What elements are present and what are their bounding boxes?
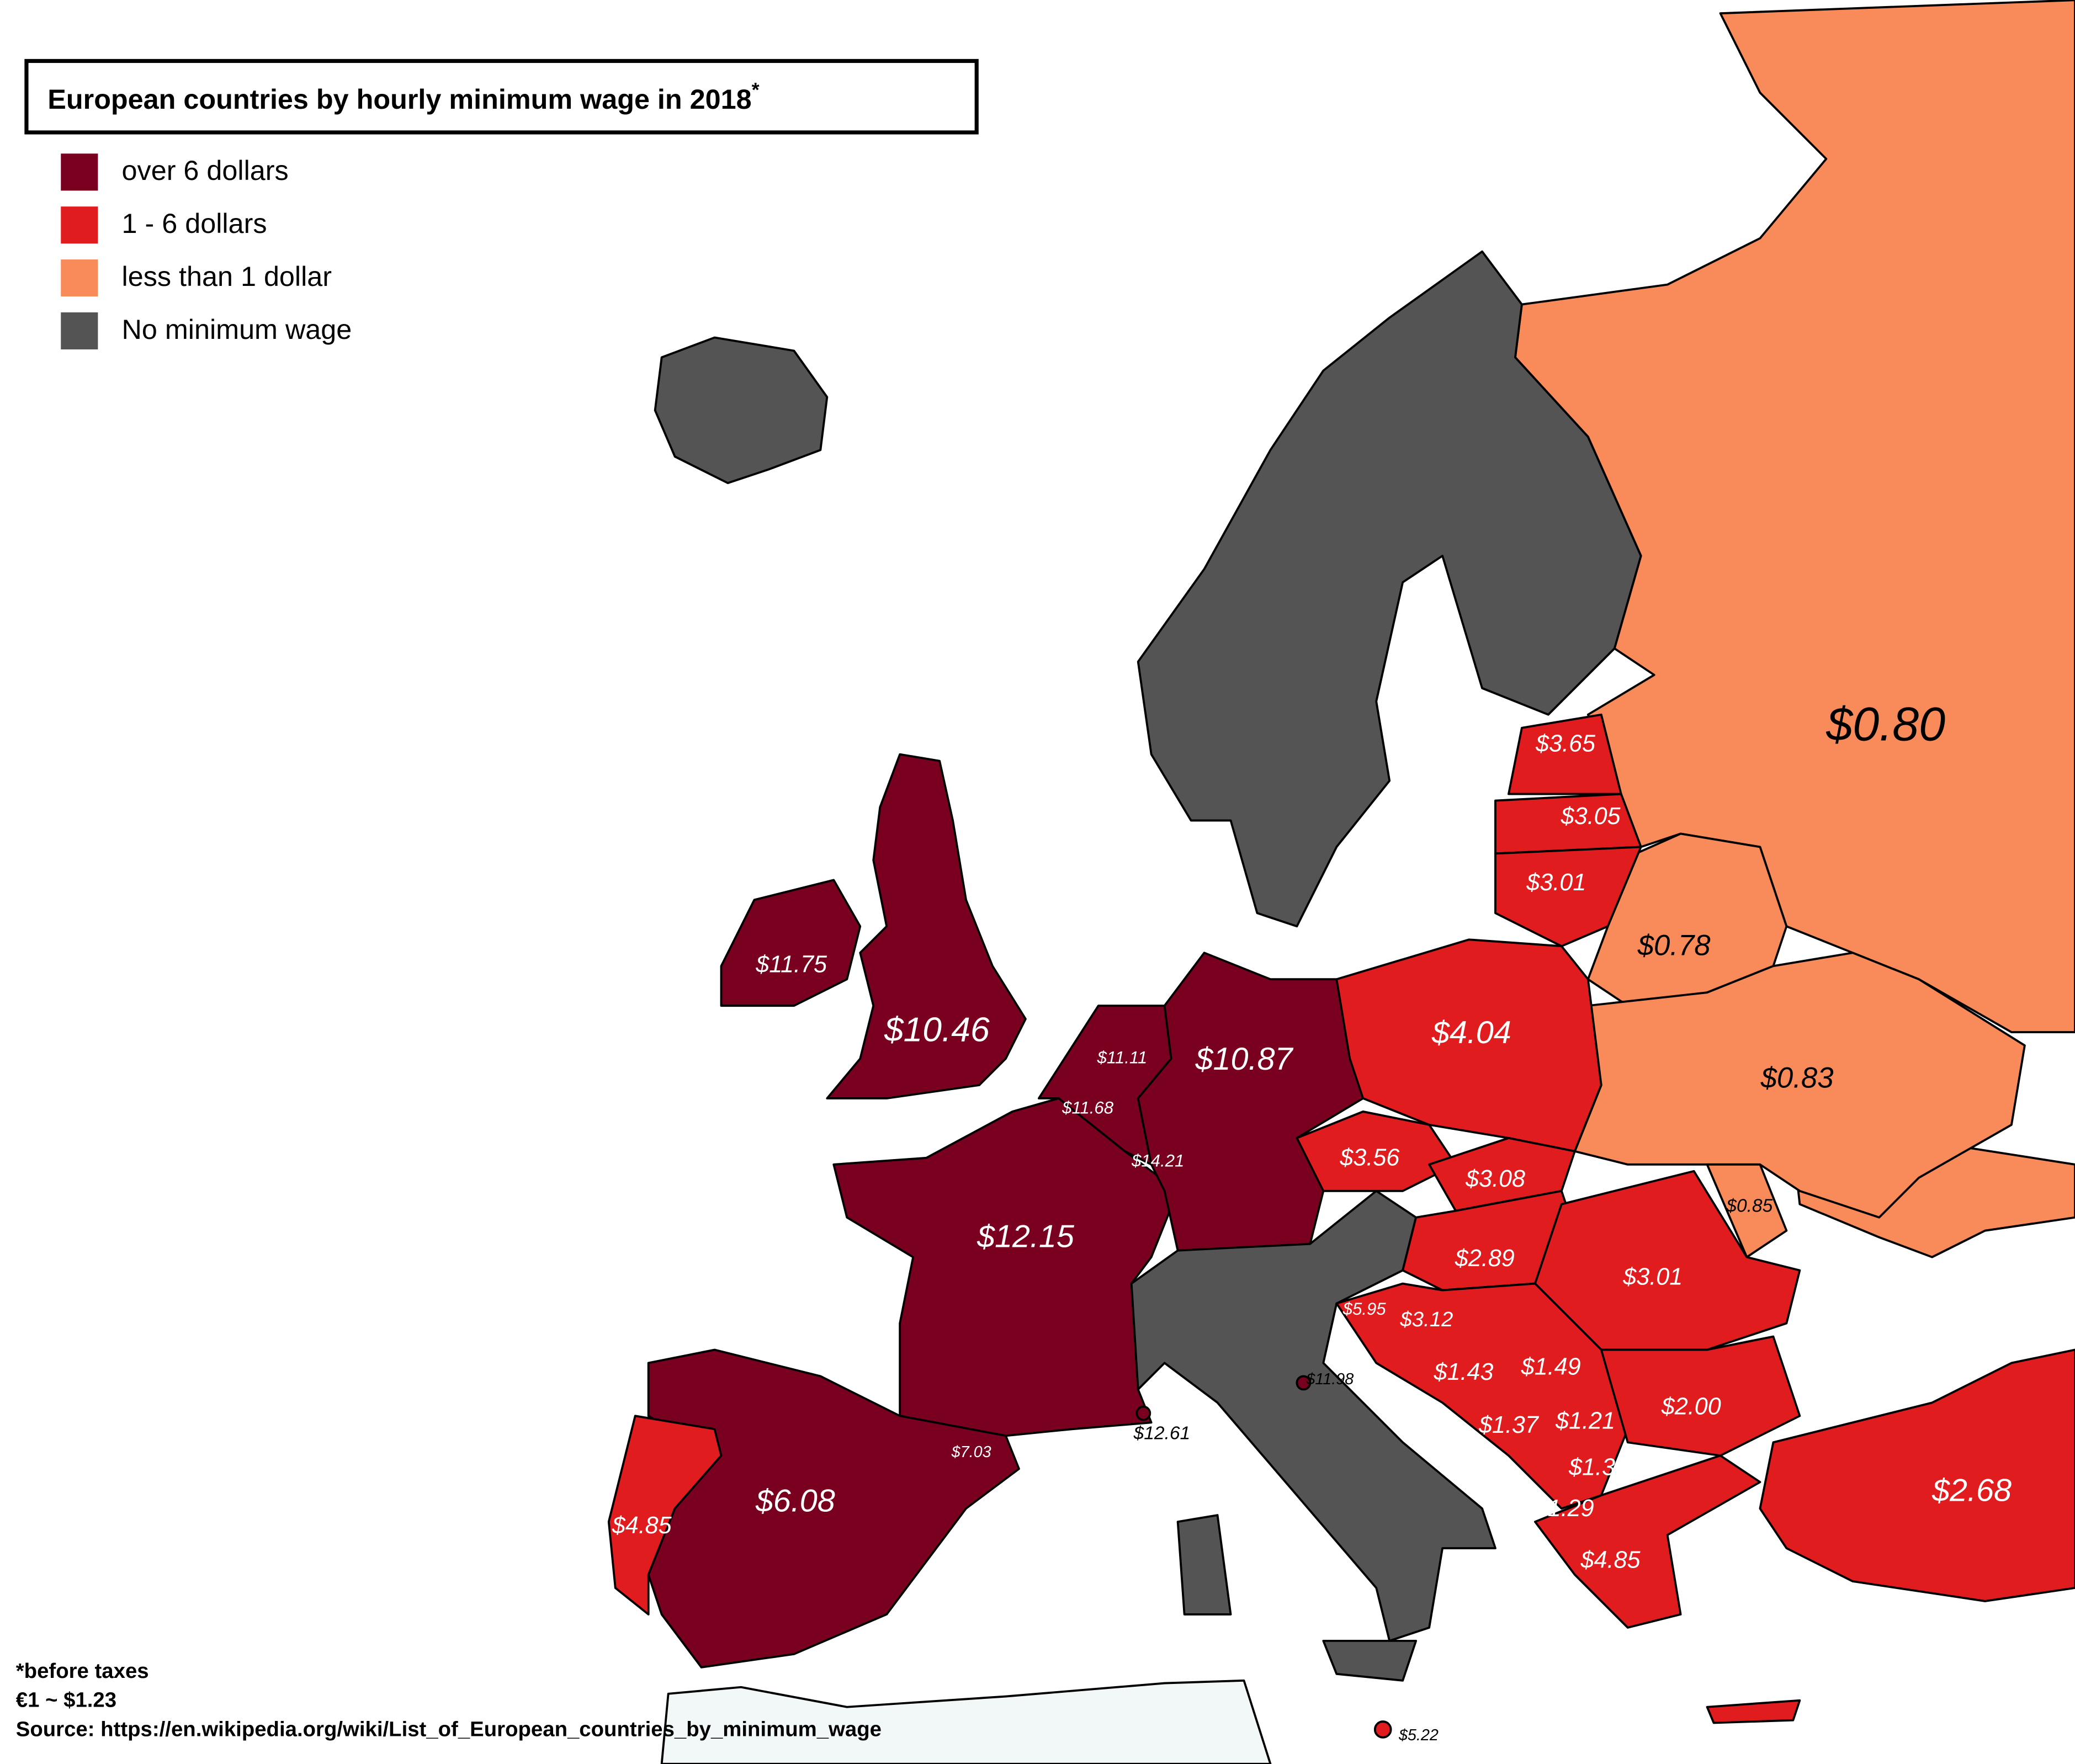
wage-label: $4.85 xyxy=(1580,1547,1641,1573)
ukraine xyxy=(1573,952,2026,1219)
title: European countries by hourly minimum wag… xyxy=(47,78,759,115)
footnotes: *before taxes €1 ~ $1.23 Source: https://e… xyxy=(16,1659,882,1741)
footnote: *before taxes xyxy=(16,1659,149,1683)
bulgaria xyxy=(1600,1335,1801,1457)
sicily xyxy=(1322,1639,1418,1682)
crete xyxy=(1706,1699,1801,1724)
wage-label: $7.03 xyxy=(951,1443,991,1461)
title-text: European countries by hourly minimum wag… xyxy=(47,83,751,115)
wage-label: $3.08 xyxy=(1465,1166,1525,1192)
wage-label: $5.95 xyxy=(1342,1299,1387,1319)
turkey xyxy=(1759,1348,2075,1602)
wage-label: $1.39 xyxy=(1568,1454,1628,1481)
wage-label: $2.00 xyxy=(1661,1393,1721,1420)
legend-swatch xyxy=(61,153,98,191)
wage-label: $12.61 xyxy=(1133,1423,1191,1444)
wage-label: $11.75 xyxy=(755,952,827,978)
ireland xyxy=(720,879,862,1007)
legend-swatch xyxy=(61,259,98,297)
san-marino xyxy=(1296,1375,1312,1391)
wage-label: $10.87 xyxy=(1195,1042,1294,1077)
wage-label: $0.80 xyxy=(1825,698,1945,751)
wage-label: $0.85 xyxy=(1726,1196,1772,1216)
uk xyxy=(826,753,1027,1099)
wage-label: $1.43 xyxy=(1433,1359,1493,1385)
germany xyxy=(1137,952,1365,1252)
footnote: €1 ~ $1.23 xyxy=(16,1688,116,1712)
legend-label: less than 1 dollar xyxy=(122,261,332,292)
footnote: Source: https://en.wikipedia.org/wiki/Li… xyxy=(16,1717,882,1741)
lithuania xyxy=(1494,846,1642,948)
wage-label: $6.08 xyxy=(755,1484,835,1519)
legend-swatch xyxy=(61,312,98,350)
africa xyxy=(660,1679,1272,1764)
wage-label: $12.15 xyxy=(977,1219,1075,1254)
iceland xyxy=(654,336,829,485)
wage-label: $2.68 xyxy=(1931,1473,2012,1508)
wage-label: $2.89 xyxy=(1455,1245,1515,1272)
greece xyxy=(1533,1454,1761,1629)
sardinia xyxy=(1176,1514,1232,1616)
malta xyxy=(1373,1720,1392,1739)
wage-label: $4.04 xyxy=(1431,1015,1511,1050)
wage-label: $3.12 xyxy=(1399,1308,1453,1331)
balkans xyxy=(1335,1282,1629,1510)
wage-label: $4.85 xyxy=(612,1512,672,1539)
italy-alps xyxy=(1130,1189,1496,1642)
wage-label: $3.65 xyxy=(1535,730,1596,757)
title-box xyxy=(24,59,979,135)
wage-label: $1.49 xyxy=(1521,1353,1581,1380)
wage-labels: $0.80 $3.65 $3.05 $3.01 $0.78 $4.04 $0.83 $11.7… xyxy=(612,698,2012,1745)
wage-label: $5.22 xyxy=(1398,1726,1439,1744)
title-mark: * xyxy=(752,78,760,101)
wage-label: $3.05 xyxy=(1561,803,1621,830)
wage-label: $3.01 xyxy=(1622,1263,1683,1290)
legend-label: 1 - 6 dollars xyxy=(122,208,267,239)
slovakia xyxy=(1428,1136,1576,1212)
countries xyxy=(607,0,2075,1764)
wage-label: $3.56 xyxy=(1339,1145,1399,1171)
moldova xyxy=(1706,1163,1788,1258)
wage-label: $11.11 xyxy=(1097,1048,1148,1067)
wage-label: $1.29 xyxy=(1534,1495,1594,1522)
wage-label: $10.46 xyxy=(884,1011,990,1049)
legend: over 6 dollars 1 - 6 dollars less than 1 d… xyxy=(61,153,352,350)
legend-swatch xyxy=(61,206,98,244)
legend-label: over 6 dollars xyxy=(122,155,289,186)
wage-label: $0.78 xyxy=(1637,929,1711,962)
wage-label: $1.21 xyxy=(1555,1408,1615,1434)
portugal xyxy=(607,1415,723,1616)
legend-label: No minimum wage xyxy=(122,314,352,345)
wage-label: $14.21 xyxy=(1131,1151,1184,1170)
scandinavia xyxy=(1137,250,1642,928)
wage-label: $1.37 xyxy=(1478,1412,1540,1438)
wage-label: $3.01 xyxy=(1526,869,1586,896)
wage-label: $0.83 xyxy=(1760,1061,1834,1094)
monaco xyxy=(1135,1405,1151,1421)
wage-label: $11.68 xyxy=(1062,1098,1114,1117)
wage-label: $11.98 xyxy=(1306,1370,1354,1388)
